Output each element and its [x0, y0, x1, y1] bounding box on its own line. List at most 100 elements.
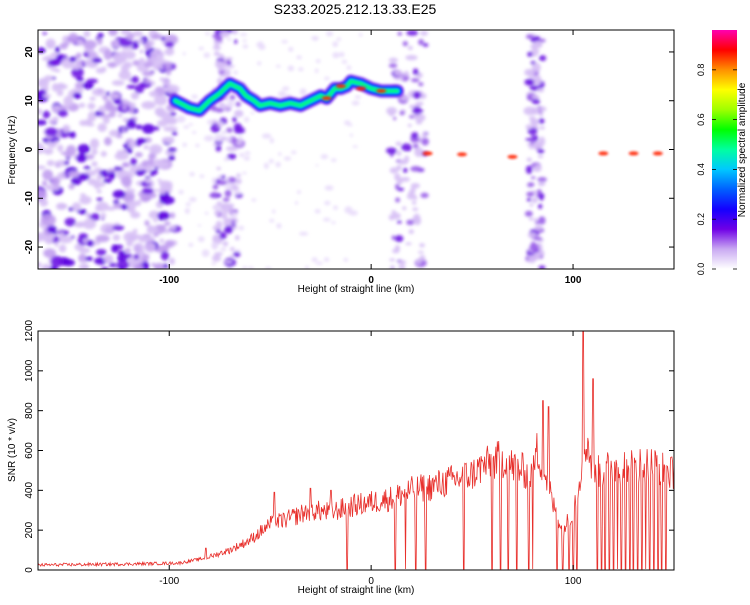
heatmap-noise-blob [78, 247, 91, 254]
heatmap-noise-blob [89, 96, 96, 101]
heatmap-noise-blob [142, 123, 155, 134]
heatmap-noise-blob [150, 173, 155, 177]
heatmap-noise-blob [105, 100, 114, 110]
heatmap-noise-blob [76, 39, 84, 46]
snr-y-tick-label: 400 [24, 482, 35, 499]
heatmap-noise-blob [108, 262, 117, 268]
heatmap-noise-blob [419, 243, 425, 248]
heatmap-noise-blob [132, 30, 144, 37]
heatmap-noise-blob [204, 32, 211, 36]
heatmap-noise-blob [69, 131, 76, 139]
heatmap-noise-blob [234, 39, 238, 44]
heatmap-noise-blob [394, 244, 401, 252]
heatmap-noise-blob [220, 203, 233, 213]
heatmap-noise-blob [95, 248, 107, 256]
heatmap-noise-blob [102, 178, 113, 183]
heatmap-noise-blob [388, 63, 398, 68]
heatmap-noise-blob [227, 99, 235, 108]
heatmap-noise-blob [403, 70, 410, 77]
heatmap-noise-blob [68, 183, 75, 190]
heatmap-noise-blob [108, 129, 120, 137]
heatmap-noise-blob [51, 176, 61, 186]
heatmap-ridge [168, 74, 674, 161]
heatmap-noise-blob [348, 210, 358, 216]
heatmap-noise-blob [62, 124, 71, 133]
heatmap-noise-blob [91, 148, 98, 156]
heatmap-noise-blob [41, 180, 48, 187]
heatmap-noise-blob [164, 62, 172, 71]
heatmap-noise-blob [407, 45, 413, 51]
snr-y-tick-label: 0 [24, 567, 35, 573]
heatmap-noise-blob [143, 61, 154, 68]
heatmap-noise-blob [184, 207, 190, 215]
heatmap-noise-blob [163, 126, 178, 132]
heatmap-noise-blob [269, 137, 274, 144]
heatmap-noise-blob [324, 185, 334, 191]
heatmap-noise-blob [336, 37, 342, 42]
heatmap-noise-blob [526, 197, 532, 202]
snr-y-tick-label: 1200 [24, 319, 35, 342]
heatmap-noise-blob [72, 92, 82, 99]
heatmap-noise-blob [244, 151, 251, 155]
heatmap-noise-blob [315, 261, 323, 265]
heatmap-noise-blob [408, 229, 414, 234]
heatmap-noise-blob [59, 42, 68, 50]
heatmap-noise-blob [79, 195, 92, 205]
heatmap-noise-blob [86, 239, 94, 247]
heatmap-noise-blob [527, 51, 533, 57]
heatmap-noise-blob [89, 138, 100, 149]
heatmap-noise-blob [394, 173, 401, 181]
heatmap-noise-blob [132, 60, 140, 66]
heatmap-noise-blob [204, 211, 209, 215]
heatmap-noise-blob [538, 55, 547, 62]
heatmap-noise-blob [151, 159, 165, 169]
figure-title: S233.2025.212.13.33.E25 [274, 1, 437, 17]
heatmap-noise-blob [100, 266, 109, 269]
heatmap-noise-blob [532, 36, 541, 42]
heatmap-noise-blob [537, 177, 547, 182]
heatmap-noise-blob [418, 39, 425, 46]
heatmap-noise-blob [71, 202, 82, 212]
heatmap-noise-blob [305, 265, 309, 269]
heatmap-noise-blob [136, 39, 144, 44]
heatmap-noise-blob [207, 119, 213, 125]
heatmap-noise-blob [525, 34, 534, 40]
heatmap-noise-blob [238, 135, 243, 142]
heatmap-noise-blob [229, 94, 236, 101]
colorbar: 0.0 0.2 0.4 0.6 0.8 Normalized spectral ampl… [696, 30, 748, 275]
heatmap-noise-blob [420, 30, 429, 36]
heatmap-noise-blob [412, 143, 419, 149]
heatmap-noise-blob [538, 106, 547, 112]
heatmap-noise-blob [46, 160, 55, 167]
heatmap-noise-blob [295, 201, 298, 205]
heatmap-noise-blob [189, 172, 195, 177]
heatmap-noise-blob [539, 38, 546, 43]
heatmap-noise-blob [78, 102, 86, 108]
heatmap-noise-blob [418, 82, 424, 87]
snr-y-tick-label: 200 [24, 521, 35, 538]
snr-x-tick-label: -100 [159, 576, 179, 587]
heatmap-noise-blob [214, 40, 220, 47]
heatmap-noise-blob [152, 126, 160, 131]
heatmap-noise-blob [419, 254, 426, 262]
heatmap-noise-blob [530, 176, 536, 180]
heatmap-noise-blob [389, 265, 396, 269]
heatmap-noise-blob [211, 177, 217, 184]
heatmap-noise-blob [189, 197, 197, 202]
heatmap-noise-blob [224, 260, 233, 264]
heatmap-noise-blob [135, 170, 145, 176]
heatmap-noise-blob [141, 101, 156, 110]
heatmap-noise-blob [42, 169, 54, 181]
heatmap-noise-blob [46, 225, 57, 234]
heatmap-noise-blob [314, 209, 321, 214]
heatmap-noise-blob [169, 212, 176, 219]
heatmap-noise-blob [76, 77, 84, 82]
heatmap-noise-blob [533, 167, 538, 172]
heatmap-x-tick-label: -100 [159, 275, 179, 286]
heatmap-noise-blob [268, 158, 274, 164]
heatmap-noise-blob [135, 199, 142, 206]
heatmap-noise-blob [148, 90, 159, 97]
heatmap-noise-blob [38, 108, 43, 115]
heatmap-noise-blob [42, 93, 52, 98]
heatmap-noise-blob [257, 61, 262, 66]
